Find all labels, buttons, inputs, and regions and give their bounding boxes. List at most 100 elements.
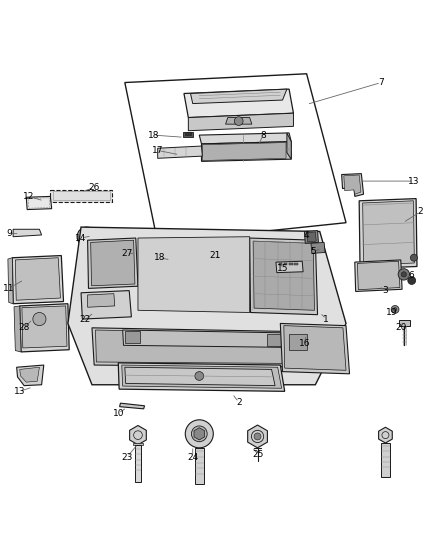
Text: 4: 4 [304,231,309,240]
Circle shape [77,227,96,246]
Text: 20: 20 [395,324,406,332]
Text: 28: 28 [18,324,30,332]
Polygon shape [378,427,392,443]
Text: 19: 19 [386,308,398,317]
Bar [289,263,293,265]
Polygon shape [138,237,250,312]
Text: 18: 18 [154,253,166,262]
Polygon shape [15,258,60,300]
Polygon shape [91,240,135,286]
Text: 14: 14 [75,233,87,243]
Polygon shape [363,201,414,265]
Polygon shape [307,232,316,242]
Text: 21: 21 [209,251,220,260]
Bar [284,263,287,265]
Polygon shape [135,445,141,482]
Polygon shape [13,229,42,237]
Polygon shape [125,367,275,386]
Polygon shape [131,236,139,252]
Polygon shape [20,304,69,352]
Text: 9: 9 [6,229,12,238]
Polygon shape [342,174,364,197]
Polygon shape [170,259,179,264]
Text: 13: 13 [408,176,420,185]
Polygon shape [129,246,142,253]
Circle shape [185,420,213,448]
Circle shape [408,277,416,285]
Polygon shape [17,365,44,386]
Bar [185,133,191,135]
Polygon shape [118,233,173,273]
Text: 24: 24 [187,453,198,462]
Text: 12: 12 [23,192,34,201]
Polygon shape [123,330,300,348]
Text: 3: 3 [382,286,389,295]
Polygon shape [250,238,318,314]
Circle shape [195,372,204,381]
Circle shape [410,254,417,261]
Polygon shape [8,258,13,304]
Circle shape [33,312,46,326]
Polygon shape [122,365,282,388]
Polygon shape [202,142,286,160]
Circle shape [401,272,406,277]
Polygon shape [118,363,285,391]
Text: 16: 16 [299,338,310,348]
Polygon shape [81,290,131,319]
Polygon shape [22,306,67,348]
Polygon shape [280,324,350,374]
Polygon shape [158,146,202,158]
Bar [294,263,298,265]
Polygon shape [188,113,293,131]
Text: 27: 27 [121,249,133,258]
Polygon shape [311,243,325,253]
Text: 7: 7 [378,78,384,87]
Circle shape [393,308,397,311]
Circle shape [81,231,92,243]
Text: 22: 22 [80,314,91,324]
Polygon shape [195,448,204,484]
Polygon shape [284,326,346,370]
Polygon shape [50,190,112,201]
Polygon shape [26,197,52,209]
Polygon shape [88,294,115,307]
Polygon shape [226,118,252,124]
Polygon shape [355,260,402,292]
Text: 5: 5 [310,247,316,256]
Polygon shape [184,89,293,118]
Polygon shape [130,425,146,445]
Circle shape [398,269,410,280]
Polygon shape [359,199,417,269]
Polygon shape [12,255,64,304]
Polygon shape [191,89,287,103]
Polygon shape [120,403,145,409]
Bar [279,263,282,265]
Polygon shape [183,132,193,137]
Polygon shape [276,261,303,273]
Polygon shape [344,175,361,194]
Polygon shape [267,334,283,346]
Polygon shape [199,133,291,144]
Polygon shape [201,142,291,161]
Polygon shape [247,425,268,448]
Text: 2: 2 [418,207,423,216]
Text: 6: 6 [409,271,415,280]
Polygon shape [304,231,318,243]
Circle shape [191,426,207,442]
Circle shape [234,117,243,125]
Polygon shape [289,334,307,350]
Circle shape [391,305,399,313]
Text: 15: 15 [277,264,288,273]
Polygon shape [357,261,400,290]
Text: 8: 8 [260,131,266,140]
Text: 17: 17 [152,146,163,155]
Text: 13: 13 [14,387,25,396]
Polygon shape [125,332,140,343]
Polygon shape [14,306,21,352]
Circle shape [100,233,110,243]
Circle shape [96,229,114,247]
Bar [133,443,143,445]
Text: 1: 1 [323,314,329,324]
Text: 11: 11 [3,284,14,293]
Polygon shape [88,238,138,288]
